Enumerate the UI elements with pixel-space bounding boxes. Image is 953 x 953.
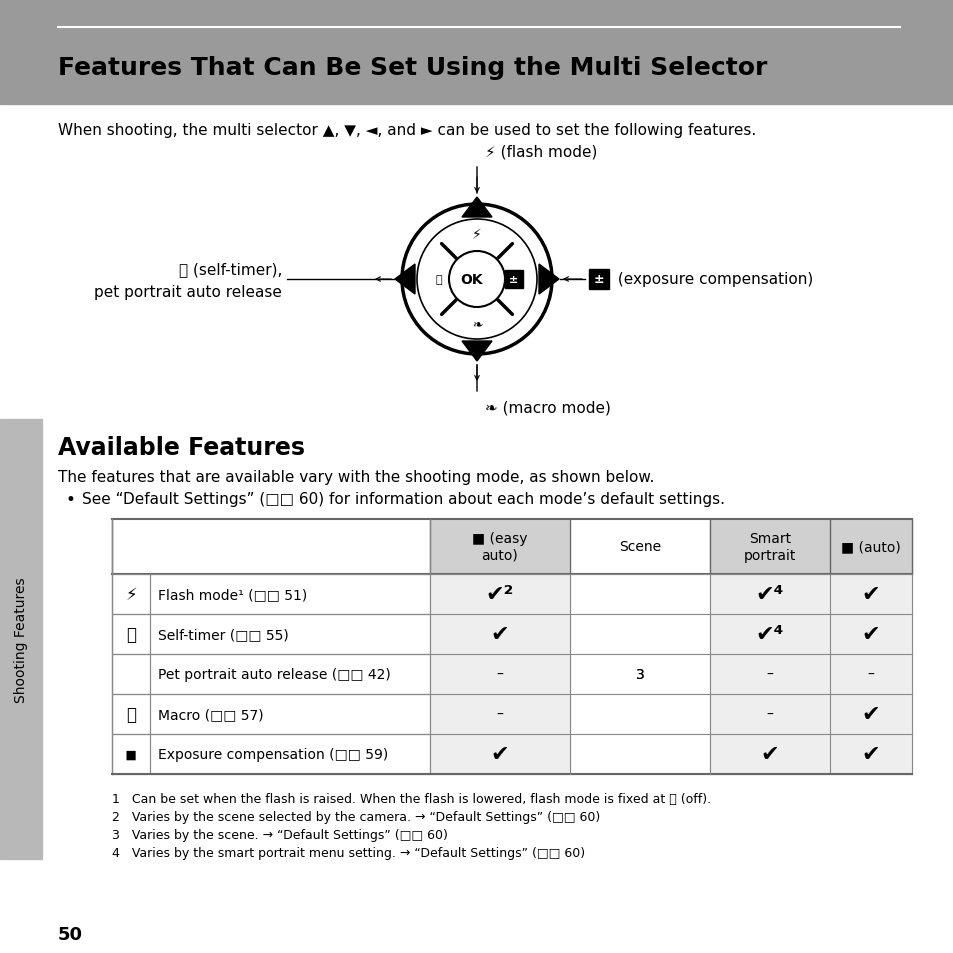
Text: ±: ± <box>509 274 518 285</box>
Text: •: • <box>66 491 76 509</box>
Bar <box>430 655 569 695</box>
Bar <box>829 575 911 615</box>
Text: ■ (auto): ■ (auto) <box>841 540 900 554</box>
Text: ⚡ (flash mode): ⚡ (flash mode) <box>484 144 597 159</box>
Text: –: – <box>766 707 773 721</box>
Text: ◾: ◾ <box>125 745 137 763</box>
Text: ❧ (macro mode): ❧ (macro mode) <box>484 400 610 416</box>
Text: 3   Varies by the scene. → “Default Settings” (□□ 60): 3 Varies by the scene. → “Default Settin… <box>112 828 447 841</box>
Bar <box>829 519 911 575</box>
Circle shape <box>449 252 504 308</box>
FancyBboxPatch shape <box>504 271 522 289</box>
Text: –: – <box>497 667 503 681</box>
Bar <box>150 615 430 655</box>
Bar <box>709 615 829 655</box>
Bar <box>112 615 150 655</box>
Text: ✔: ✔ <box>490 624 509 644</box>
Text: ±: ± <box>593 274 603 286</box>
Text: When shooting, the multi selector ▲, ▼, ◄, and ► can be used to set the followin: When shooting, the multi selector ▲, ▼, … <box>58 122 756 137</box>
Bar <box>112 695 150 734</box>
Text: 1   Can be set when the flash is raised. When the flash is lowered, flash mode i: 1 Can be set when the flash is raised. W… <box>112 792 710 805</box>
Bar <box>150 734 430 774</box>
Text: Smart
portrait: Smart portrait <box>743 532 796 562</box>
Bar <box>829 655 911 695</box>
Polygon shape <box>395 265 415 294</box>
Bar <box>709 519 829 575</box>
Bar <box>709 655 829 695</box>
Text: ✔: ✔ <box>861 744 880 764</box>
Bar <box>150 695 430 734</box>
Text: Flash mode¹ (□□ 51): Flash mode¹ (□□ 51) <box>158 587 307 601</box>
FancyBboxPatch shape <box>588 270 608 290</box>
Text: 50: 50 <box>58 925 83 943</box>
Bar <box>829 734 911 774</box>
Bar <box>150 575 430 615</box>
Text: ⚡: ⚡ <box>125 585 136 603</box>
Text: The features that are available vary with the shooting mode, as shown below.: The features that are available vary wit… <box>58 470 654 485</box>
Bar <box>430 575 569 615</box>
Text: ✔²: ✔² <box>485 584 514 604</box>
Polygon shape <box>461 198 492 218</box>
Text: Available Features: Available Features <box>58 436 305 459</box>
Text: pet portrait auto release: pet portrait auto release <box>94 285 282 300</box>
Text: –: – <box>766 667 773 681</box>
Bar <box>709 695 829 734</box>
Text: Exposure compensation (□□ 59): Exposure compensation (□□ 59) <box>158 747 388 761</box>
Bar <box>112 655 150 695</box>
Text: ✔: ✔ <box>861 584 880 604</box>
Text: ✔: ✔ <box>490 744 509 764</box>
Text: ✔: ✔ <box>760 744 779 764</box>
Text: See “Default Settings” (□□ 60) for information about each mode’s default setting: See “Default Settings” (□□ 60) for infor… <box>82 492 724 507</box>
Bar <box>569 519 709 575</box>
Bar <box>430 519 569 575</box>
Text: Self-timer (□□ 55): Self-timer (□□ 55) <box>158 627 289 641</box>
Text: ✔⁴: ✔⁴ <box>755 584 783 604</box>
Text: ⚿: ⚿ <box>126 705 136 723</box>
Text: ⌛: ⌛ <box>126 625 136 643</box>
Text: Features That Can Be Set Using the Multi Selector: Features That Can Be Set Using the Multi… <box>58 56 766 80</box>
Bar <box>829 695 911 734</box>
Bar <box>709 575 829 615</box>
Text: OK: OK <box>460 273 483 287</box>
Text: (exposure compensation): (exposure compensation) <box>613 273 812 287</box>
Text: ✔: ✔ <box>861 624 880 644</box>
Bar <box>112 575 150 615</box>
Text: Pet portrait auto release (□□ 42): Pet portrait auto release (□□ 42) <box>158 667 391 681</box>
Bar <box>829 615 911 655</box>
Polygon shape <box>461 341 492 361</box>
Text: –: – <box>866 667 874 681</box>
Bar <box>430 734 569 774</box>
Bar <box>430 615 569 655</box>
Bar <box>430 695 569 734</box>
Text: ■ (easy
auto): ■ (easy auto) <box>472 532 527 562</box>
Text: Macro (□□ 57): Macro (□□ 57) <box>158 707 263 721</box>
Text: Shooting Features: Shooting Features <box>14 577 28 702</box>
Text: 3: 3 <box>635 667 643 681</box>
Polygon shape <box>538 265 558 294</box>
Text: –: – <box>497 707 503 721</box>
Text: ✔: ✔ <box>861 704 880 724</box>
Text: ⌛ (self-timer),: ⌛ (self-timer), <box>178 262 282 277</box>
Bar <box>0 0 953 105</box>
Bar <box>150 655 430 695</box>
Circle shape <box>401 205 552 355</box>
Bar <box>0 419 42 859</box>
Text: ⚡: ⚡ <box>472 228 481 242</box>
Text: 2   Varies by the scene selected by the camera. → “Default Settings” (□□ 60): 2 Varies by the scene selected by the ca… <box>112 810 599 823</box>
Text: Scene: Scene <box>618 540 660 554</box>
Bar <box>709 734 829 774</box>
Bar <box>569 575 709 774</box>
Text: ❧: ❧ <box>471 318 482 331</box>
Text: ⌛: ⌛ <box>436 274 442 285</box>
Text: 3: 3 <box>635 667 643 681</box>
Text: ✔⁴: ✔⁴ <box>755 624 783 644</box>
Text: 4   Varies by the smart portrait menu setting. → “Default Settings” (□□ 60): 4 Varies by the smart portrait menu sett… <box>112 846 584 859</box>
Bar <box>112 734 150 774</box>
